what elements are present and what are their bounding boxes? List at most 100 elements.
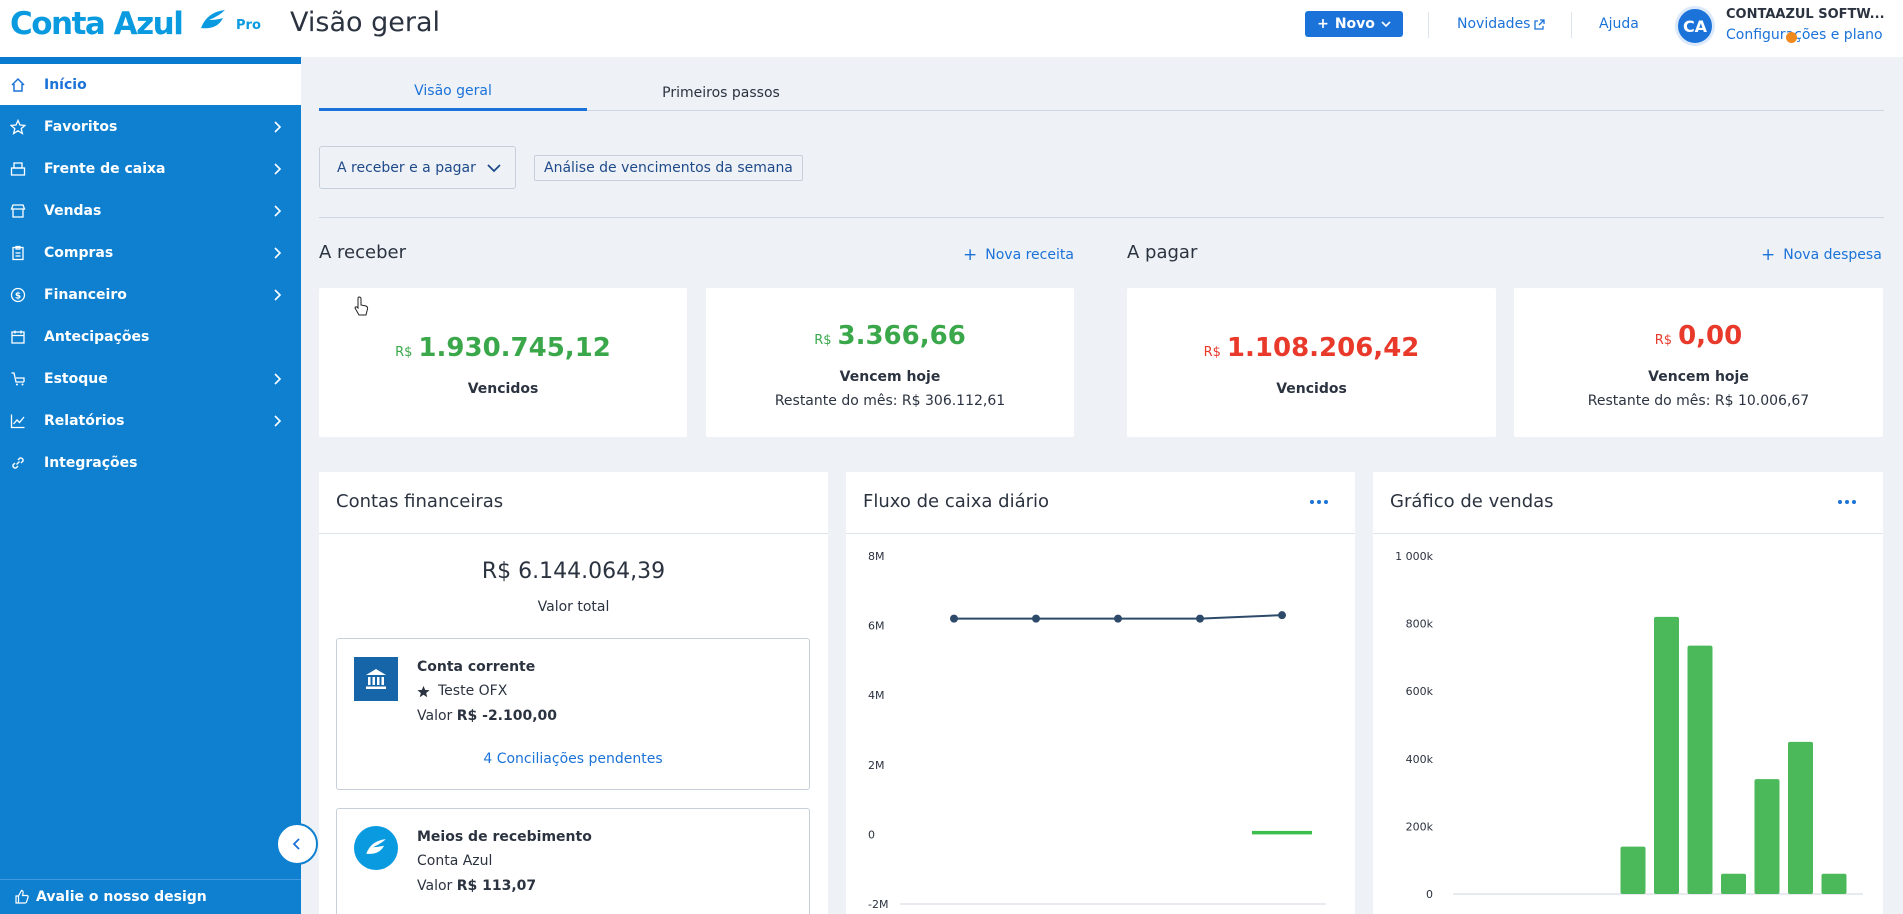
thumbs-up-icon	[13, 888, 31, 906]
accounts-panel: Contas financeiras R$ 6.144.064,39 Valor…	[319, 472, 828, 914]
sidebar-item-antecipacoes[interactable]: Antecipações	[0, 316, 301, 357]
sidebar-item-inicio[interactable]: Início	[0, 64, 301, 105]
pending-reconciliations-link[interactable]: 4 Conciliações pendentes	[483, 751, 663, 767]
receivable-title: A receber	[319, 242, 406, 263]
y-tick-label: 6M	[868, 620, 885, 633]
chevron-right-icon	[274, 288, 282, 301]
feedback-link[interactable]: Avalie o nosso design	[0, 879, 301, 914]
weekly-analysis-button[interactable]: Análise de vencimentos da semana	[534, 155, 803, 181]
help-link[interactable]: Ajuda	[1599, 16, 1639, 32]
sidebar-item-financeiro[interactable]: $ Financeiro	[0, 274, 301, 315]
sidebar-item-compras[interactable]: Compras	[0, 232, 301, 273]
sidebar-item-label: Vendas	[44, 202, 102, 219]
account-name: Conta corrente	[417, 659, 536, 675]
new-button-label: Novo	[1334, 16, 1375, 32]
account-name: Meios de recebimento	[417, 829, 592, 845]
more-options-icon[interactable]	[1837, 499, 1857, 505]
top-bar: Conta Azul Pro Visão geral + Novo Novida…	[0, 0, 1903, 57]
chevron-down-icon	[1381, 21, 1391, 28]
clipboard-icon	[9, 244, 27, 262]
sidebar-item-vendas[interactable]: Vendas	[0, 190, 301, 231]
cash-register-icon	[9, 160, 27, 178]
cash-bar	[1252, 830, 1312, 835]
y-tick-label: 0	[868, 828, 875, 841]
chevron-left-icon	[292, 838, 300, 850]
sales-bar	[1620, 846, 1646, 894]
y-tick-label: 600k	[1406, 685, 1434, 698]
sales-bar	[1721, 873, 1746, 894]
company-name[interactable]: CONTAAZUL SOFTW...	[1726, 7, 1885, 22]
data-point	[1032, 614, 1040, 623]
settings-link[interactable]: Configurações e plano	[1726, 27, 1883, 43]
receivable-due-today-card[interactable]: R$ 3.366,66 Vencem hoje Restante do mês: …	[706, 288, 1074, 437]
new-button[interactable]: + Novo	[1305, 11, 1403, 37]
receivable-due-today-amount: R$ 3.366,66	[706, 321, 1074, 351]
card-label: Vencidos	[1276, 381, 1347, 397]
sidebar-item-integracoes[interactable]: Integrações	[0, 442, 301, 483]
card-label: Vencidos	[467, 381, 539, 397]
card-subtitle: Restante do mês: R$ 10.006,67	[1587, 393, 1810, 409]
amount-value: 0,00	[1678, 321, 1743, 351]
divider	[319, 533, 828, 534]
payable-overdue-card[interactable]: R$ 1.108.206,42 Vencidos	[1127, 288, 1496, 437]
collapse-sidebar-button[interactable]	[276, 823, 318, 865]
cashflow-chart: 8M 6M 4M 2M 0 -2M	[868, 550, 1326, 911]
plus-icon: +	[1317, 16, 1329, 32]
divider	[846, 533, 1355, 534]
card-label: Vencem hoje	[1648, 369, 1749, 385]
sidebar: Início Favoritos Frente de caixa Vendas …	[0, 57, 301, 914]
sidebar-item-label: Favoritos	[44, 118, 118, 135]
panel-title: Contas financeiras	[336, 491, 504, 512]
payable-due-today-amount: R$ 0,00	[1514, 321, 1883, 351]
calendar-icon	[9, 328, 27, 346]
period-select-value: A receber e a pagar	[337, 159, 476, 176]
y-tick-label: 0	[1426, 888, 1433, 901]
pointer-cursor-icon	[354, 296, 369, 316]
account-value: Valor R$ -2.100,00	[417, 708, 557, 724]
sidebar-item-label: Antecipações	[44, 328, 150, 345]
external-link-icon	[1534, 18, 1546, 30]
tab-primeiros-passos[interactable]: Primeiros passos	[662, 84, 780, 101]
data-point	[1196, 614, 1204, 623]
news-link[interactable]: Novidades	[1457, 16, 1546, 32]
period-select[interactable]: A receber e a pagar	[319, 146, 516, 189]
sidebar-item-label: Estoque	[44, 370, 108, 387]
accounts-total-label: Valor total	[537, 599, 610, 615]
avatar[interactable]: CA	[1675, 6, 1715, 46]
tab-bar: Visão geral Primeiros passos	[319, 74, 1884, 111]
new-expense-link[interactable]: + Nova despesa	[1761, 245, 1882, 265]
payable-overdue-amount: R$ 1.108.206,42	[1127, 333, 1496, 363]
sidebar-item-relatorios[interactable]: Relatórios	[0, 400, 301, 441]
chevron-right-icon	[274, 162, 282, 175]
payable-title: A pagar	[1127, 242, 1198, 263]
sidebar-item-label: Frente de caixa	[44, 160, 166, 177]
account-value: Valor R$ 113,07	[417, 878, 536, 894]
amount-value: 1.930.745,12	[418, 333, 611, 363]
sidebar-item-estoque[interactable]: Estoque	[0, 358, 301, 399]
sidebar-item-frente-de-caixa[interactable]: Frente de caixa	[0, 148, 301, 189]
payable-due-today-card[interactable]: R$ 0,00 Vencem hoje Restante do mês: R$ 1…	[1514, 288, 1883, 437]
account-card[interactable]: Meios de recebimento Conta Azul Valor R$…	[336, 808, 810, 914]
account-subtitle: Teste OFX	[417, 683, 507, 699]
sidebar-item-label: Compras	[44, 244, 114, 261]
panel-title: Gráfico de vendas	[1390, 491, 1554, 512]
chevron-down-icon	[487, 163, 501, 172]
value-label: Valor	[417, 708, 453, 724]
cashflow-panel: Fluxo de caixa diário 8M 6M 4M 2M 0 -2M	[846, 472, 1355, 914]
receivable-overdue-card[interactable]: R$ 1.930.745,12 Vencidos	[319, 288, 687, 437]
card-label: Vencem hoje	[839, 369, 941, 385]
accounts-total: R$ 6.144.064,39	[481, 559, 666, 584]
sidebar-item-favoritos[interactable]: Favoritos	[0, 106, 301, 147]
chevron-right-icon	[274, 120, 282, 133]
more-options-icon[interactable]	[1309, 499, 1329, 505]
dollar-circle-icon: $	[9, 286, 27, 304]
sales-bar	[1788, 741, 1813, 894]
divider	[319, 217, 1884, 218]
logo[interactable]: Conta Azul	[10, 6, 184, 42]
y-tick-label: 200k	[1406, 820, 1434, 833]
tab-visao-geral[interactable]: Visão geral	[319, 74, 587, 111]
sidebar-item-label: Início	[44, 76, 87, 93]
new-income-link[interactable]: + Nova receita	[963, 245, 1074, 265]
sales-bar	[1821, 873, 1847, 894]
account-card[interactable]: Conta corrente Teste OFX Valor R$ -2.100…	[336, 638, 810, 790]
